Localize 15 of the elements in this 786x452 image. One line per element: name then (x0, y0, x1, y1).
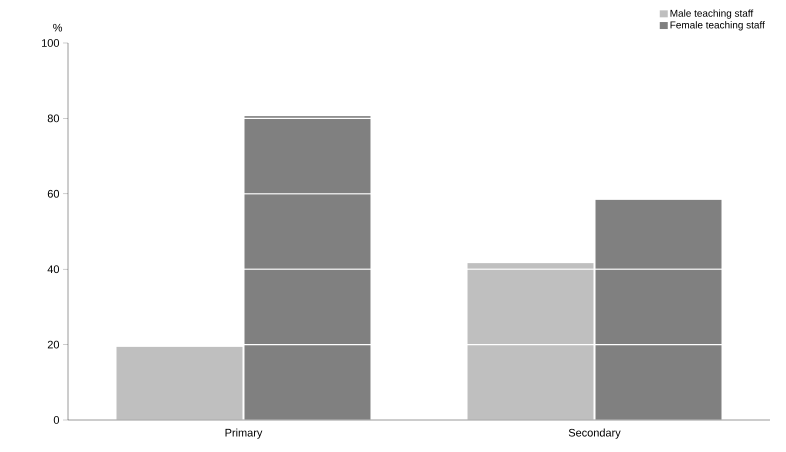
y-tick-label: 100 (42, 39, 60, 47)
legend-label: Female teaching staff (670, 21, 765, 30)
y-tick-label: 60 (48, 190, 60, 198)
y-tick-label: 40 (48, 265, 60, 274)
bar (596, 200, 722, 420)
legend-label: Male teaching staff (670, 9, 754, 19)
y-tick-label: 80 (48, 114, 60, 122)
x-tick-label: Secondary (568, 428, 621, 439)
y-axis-title: % (53, 24, 62, 32)
bar (116, 346, 243, 420)
y-tick-label: 20 (48, 340, 60, 348)
bar (244, 116, 370, 420)
x-tick-label: Primary (226, 428, 262, 439)
bar (468, 263, 594, 420)
y-tick-label: 0 (54, 416, 60, 424)
